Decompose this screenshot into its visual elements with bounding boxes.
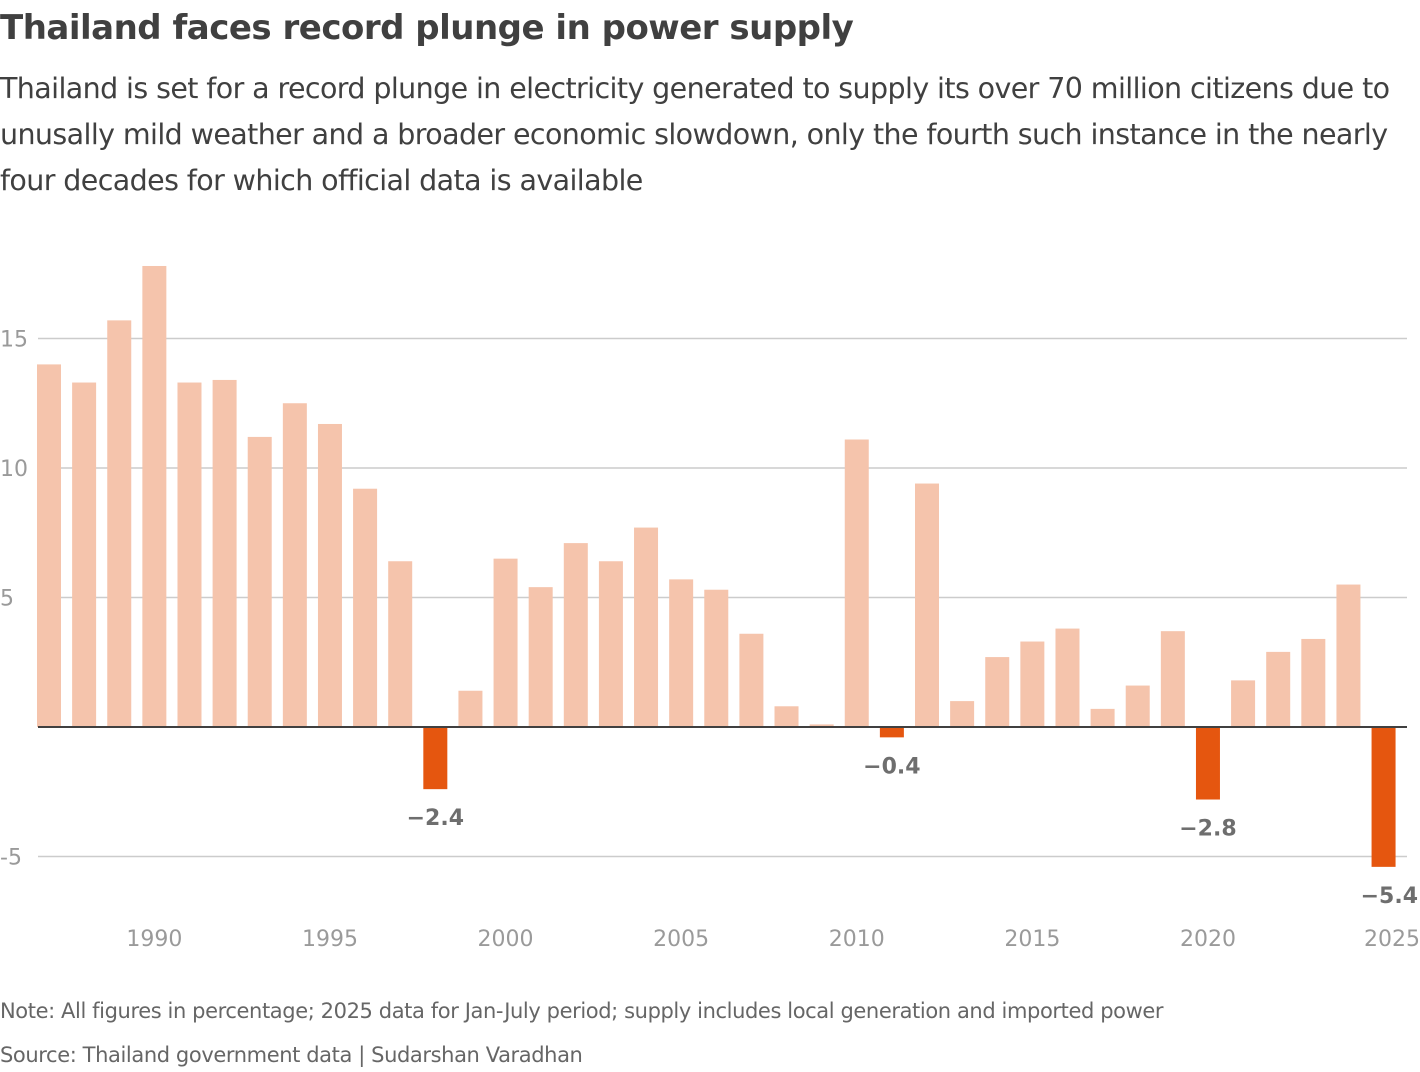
bar-2018 (1125, 685, 1150, 727)
bar-2021 (1231, 680, 1256, 727)
x-axis-ticks: 1990 1995 2000 2005 2010 2015 2020 2025 (126, 927, 1420, 952)
bar-1987 (37, 364, 61, 727)
bar-2004 (634, 527, 659, 727)
data-label-2025: −5.4 (1361, 884, 1418, 909)
bar-2015 (1020, 641, 1045, 727)
y-tick-label: -5 (0, 846, 22, 871)
y-tick-label: 10 (0, 457, 28, 482)
bar-2020 (1195, 727, 1220, 800)
bar-2016 (1055, 628, 1080, 727)
bar-2024 (1336, 584, 1361, 727)
x-tick-label: 2025 (1364, 927, 1420, 952)
bar-1988 (72, 382, 97, 727)
bar-1999 (458, 690, 483, 727)
bar-2012 (915, 483, 939, 727)
bar-1989 (107, 320, 132, 727)
bar-2017 (1090, 708, 1115, 727)
bar-1998 (423, 727, 448, 790)
data-label-2020: −2.8 (1179, 817, 1236, 842)
bar-2019 (1160, 631, 1185, 727)
bar-1997 (388, 561, 413, 727)
bar-2009 (809, 724, 834, 727)
y-tick-label: 5 (0, 587, 14, 612)
x-tick-label: 1995 (302, 927, 358, 952)
data-labels: −2.4 −0.4 −2.8 −5.4 (407, 754, 1418, 909)
x-tick-label: 1990 (126, 927, 182, 952)
bar-1995 (317, 423, 342, 727)
x-tick-label: 2020 (1180, 927, 1236, 952)
bar-2013 (950, 701, 975, 727)
bar-1991 (177, 382, 202, 727)
bars (37, 265, 1396, 867)
bar-2025 (1371, 727, 1396, 867)
bar-2011 (879, 727, 904, 738)
x-tick-label: 2010 (829, 927, 885, 952)
bar-2003 (598, 561, 623, 727)
bar-2002 (563, 543, 588, 727)
y-tick-label: 15 (0, 328, 28, 353)
chart-source: Source: Thailand government data | Sudar… (0, 1043, 583, 1067)
bar-1990 (142, 265, 167, 727)
bar-2000 (493, 558, 518, 727)
y-axis-ticks: -5 5 10 15 (0, 328, 28, 871)
bar-2001 (528, 587, 553, 727)
bar-2007 (739, 633, 764, 727)
bar-1993 (247, 436, 272, 727)
bar-2010 (844, 439, 869, 727)
bar-1994 (282, 403, 307, 727)
x-tick-label: 2005 (653, 927, 709, 952)
bar-2008 (774, 706, 799, 727)
data-label-2011: −0.4 (863, 754, 920, 779)
bar-2006 (704, 589, 729, 727)
bar-1996 (353, 488, 378, 727)
bar-chart: -5 5 10 15 1990 1995 2000 2005 2010 2015 2020 2025… (0, 265, 1420, 952)
bar-2022 (1266, 651, 1291, 727)
bar-2005 (669, 579, 694, 727)
x-tick-label: 2000 (478, 927, 534, 952)
chart-title: Thailand faces record plunge in power su… (0, 8, 854, 48)
x-tick-label: 2015 (1004, 927, 1060, 952)
bar-2023 (1301, 638, 1326, 727)
bar-2014 (985, 657, 1010, 727)
data-label-1998: −2.4 (407, 806, 464, 831)
chart-subtitle: Thailand is set for a record plunge in e… (0, 72, 1390, 197)
bar-1992 (212, 379, 237, 727)
chart-note: Note: All figures in percentage; 2025 da… (0, 999, 1164, 1023)
